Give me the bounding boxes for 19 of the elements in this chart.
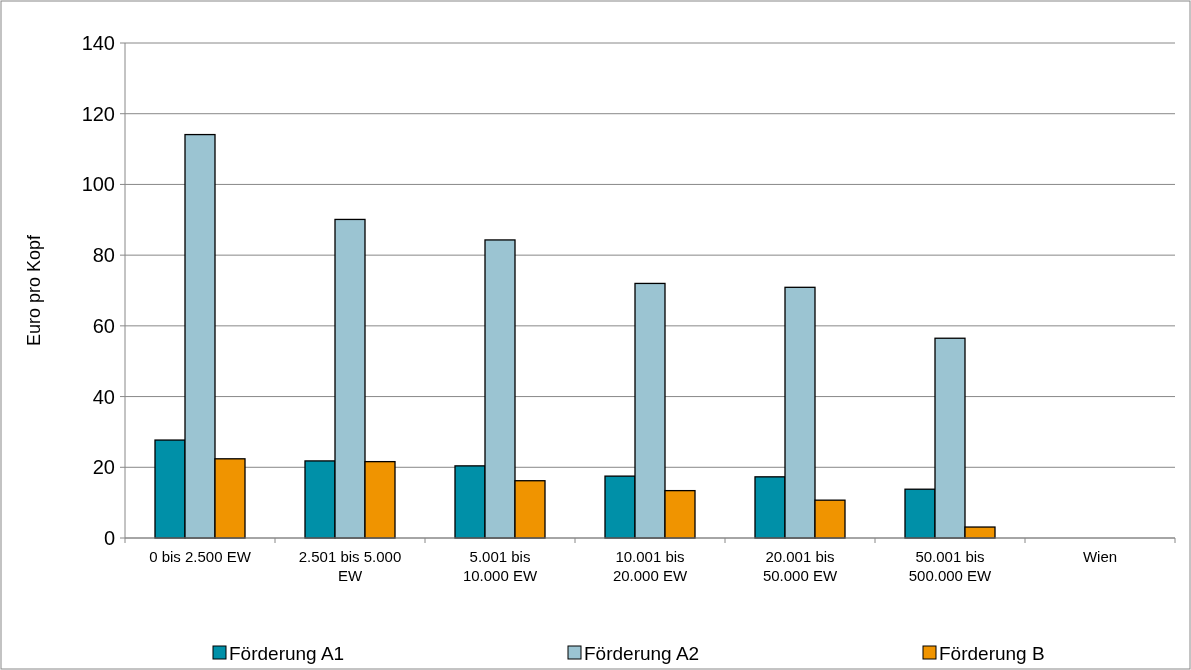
x-tick-label: 5.001 bis 10.000 EW <box>462 548 538 584</box>
x-tick-label: 20.001 bis 50.000 EW <box>762 548 838 584</box>
legend-label: Förderung B <box>939 642 1045 664</box>
legend-label: Förderung A2 <box>584 642 700 664</box>
y-tick-label: 40 <box>92 385 115 408</box>
y-tick-label: 20 <box>92 456 115 479</box>
y-tick-label: 120 <box>81 102 115 125</box>
x-tick-label: 50.001 bis 500.000 EW <box>908 548 993 584</box>
x-tick-label: 0 bis 2.500 EW <box>149 548 252 565</box>
y-tick-label: 100 <box>81 173 115 196</box>
x-tick-label: 2.501 bis 5.000 EW <box>298 548 402 584</box>
y-tick-label: 0 <box>103 527 115 549</box>
x-tick-label: Wien <box>1082 548 1118 565</box>
y-tick-label: 140 <box>81 32 115 54</box>
y-tick-label: 60 <box>92 314 115 337</box>
legend-label: Förderung A1 <box>229 642 345 664</box>
x-tick-label: 10.001 bis 20.000 EW <box>612 548 688 584</box>
y-tick-label: 80 <box>92 244 115 267</box>
y-axis-title: Euro pro Kopf <box>24 233 44 347</box>
